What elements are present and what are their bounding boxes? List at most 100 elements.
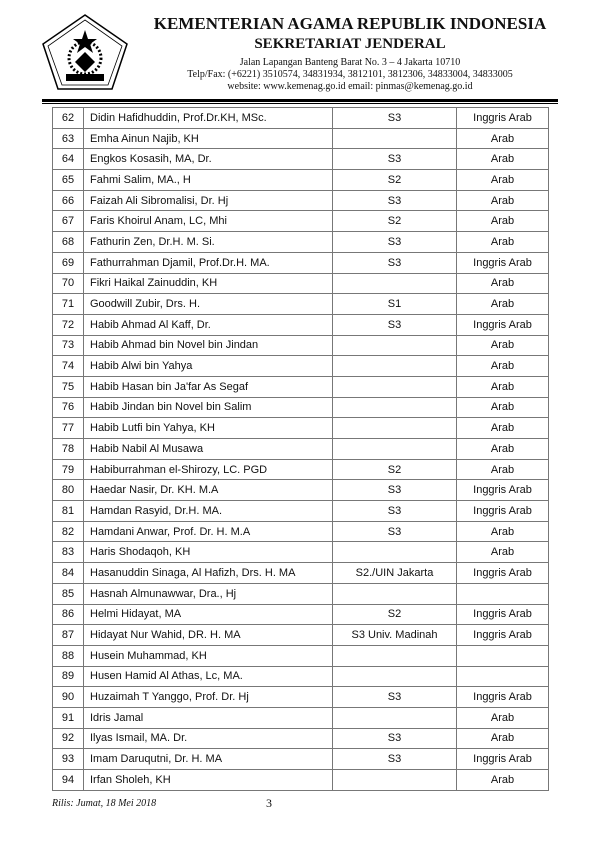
table-row: 88 Husein Muhammad, KH <box>52 644 549 667</box>
row-number: 63 <box>52 127 84 150</box>
table-row: 67 Faris Khoirul Anam, LC, Mhi S2 Arab <box>52 210 549 233</box>
language-cell: Inggris Arab <box>456 562 549 584</box>
row-number: 79 <box>52 458 84 481</box>
table-row: 68 Fathurin Zen, Dr.H. M. Si. S3 Arab <box>52 231 549 253</box>
degree-cell: S3 <box>332 148 457 171</box>
row-number: 70 <box>52 272 84 295</box>
name-cell: Haedar Nasir, Dr. KH. M.A <box>83 479 333 502</box>
degree-cell <box>332 644 457 667</box>
degree-cell <box>332 127 457 150</box>
name-cell: Engkos Kosasih, MA, Dr. <box>83 148 333 171</box>
table-row: 82 Hamdani Anwar, Prof. Dr. H. M.A S3 Arab <box>52 520 549 543</box>
row-number: 72 <box>52 313 84 336</box>
name-cell: Hidayat Nur Wahid, DR. H. MA <box>83 624 333 646</box>
name-cell: Huzaimah T Yanggo, Prof. Dr. Hj <box>83 686 333 708</box>
language-cell: Arab <box>456 210 549 233</box>
row-number: 92 <box>52 727 84 750</box>
name-cell: Fahmi Salim, MA., H <box>83 169 333 191</box>
website-email: website: www.kemenag.go.id email: pinmas… <box>227 81 473 92</box>
name-cell: Habib Ahmad Al Kaff, Dr. <box>83 313 333 336</box>
name-cell: Habib Nabil Al Musawa <box>83 438 333 460</box>
row-number: 89 <box>52 665 84 688</box>
name-cell: Imam Daruqutni, Dr. H. MA <box>83 748 333 770</box>
degree-cell <box>332 334 457 357</box>
name-cell: Emha Ainun Najib, KH <box>83 127 333 150</box>
table-row: 80 Haedar Nasir, Dr. KH. M.A S3 Inggris Ara… <box>52 479 549 502</box>
header-divider-thin <box>42 103 558 104</box>
table-row: 74 Habib Alwi bin Yahya Arab <box>52 355 549 377</box>
language-cell: Arab <box>456 706 549 729</box>
language-cell: Arab <box>456 355 549 377</box>
name-cell: Hasnah Almunawwar, Dra., Hj <box>83 582 333 605</box>
language-cell: Inggris Arab <box>456 107 549 129</box>
name-cell: Habib Ahmad bin Novel bin Jindan <box>83 334 333 357</box>
degree-cell: S3 <box>332 748 457 770</box>
table-row: 64 Engkos Kosasih, MA, Dr. S3 Arab <box>52 148 549 171</box>
degree-cell <box>332 769 457 791</box>
name-cell: Husen Hamid Al Athas, Lc, MA. <box>83 665 333 688</box>
degree-cell <box>332 355 457 377</box>
degree-cell <box>332 438 457 460</box>
kemenag-logo <box>42 14 128 90</box>
table-row: 83 Haris Shodaqoh, KH Arab <box>52 541 549 564</box>
name-cell: Ilyas Ismail, MA. Dr. <box>83 727 333 750</box>
language-cell: Arab <box>456 541 549 564</box>
name-cell: Husein Muhammad, KH <box>83 644 333 667</box>
table-row: 81 Hamdan Rasyid, Dr.H. MA. S3 Inggris Arab <box>52 500 549 522</box>
language-cell: Inggris Arab <box>456 624 549 646</box>
table-row: 65 Fahmi Salim, MA., H S2 Arab <box>52 169 549 191</box>
name-cell: Habib Alwi bin Yahya <box>83 355 333 377</box>
table-row: 73 Habib Ahmad bin Novel bin Jindan Arab <box>52 334 549 357</box>
table-row: 85 Hasnah Almunawwar, Dra., Hj <box>52 582 549 605</box>
address: Jalan Lapangan Banteng Barat No. 3 – 4 J… <box>239 57 461 68</box>
row-number: 69 <box>52 251 84 274</box>
degree-cell: S3 <box>332 520 457 543</box>
language-cell: Arab <box>456 438 549 460</box>
header-divider <box>42 99 558 102</box>
table-row: 92 Ilyas Ismail, MA. Dr. S3 Arab <box>52 727 549 750</box>
language-cell: Inggris Arab <box>456 748 549 770</box>
table-row: 78 Habib Nabil Al Musawa Arab <box>52 438 549 460</box>
page-number: 3 <box>266 796 272 810</box>
row-number: 73 <box>52 334 84 357</box>
name-cell: Idris Jamal <box>83 706 333 729</box>
row-number: 76 <box>52 396 84 419</box>
name-cell: Fikri Haikal Zainuddin, KH <box>83 272 333 295</box>
language-cell: Arab <box>456 375 549 398</box>
language-cell: Inggris Arab <box>456 479 549 502</box>
degree-cell <box>332 396 457 419</box>
row-number: 90 <box>52 686 84 708</box>
row-number: 68 <box>52 231 84 253</box>
table-row: 94 Irfan Sholeh, KH Arab <box>52 769 549 791</box>
row-number: 82 <box>52 520 84 543</box>
row-number: 94 <box>52 769 84 791</box>
name-cell: Hamdani Anwar, Prof. Dr. H. M.A <box>83 520 333 543</box>
row-number: 74 <box>52 355 84 377</box>
table-row: 63 Emha Ainun Najib, KH Arab <box>52 127 549 150</box>
name-cell: Didin Hafidhuddin, Prof.Dr.KH, MSc. <box>83 107 333 129</box>
name-cell: Habib Hasan bin Ja'far As Segaf <box>83 375 333 398</box>
degree-cell: S3 <box>332 686 457 708</box>
name-cell: Haris Shodaqoh, KH <box>83 541 333 564</box>
language-cell: Arab <box>456 727 549 750</box>
row-number: 62 <box>52 107 84 129</box>
degree-cell: S3 <box>332 189 457 212</box>
name-cell: Goodwill Zubir, Drs. H. <box>83 293 333 315</box>
language-cell <box>456 582 549 605</box>
name-cell: Faizah Ali Sibromalisi, Dr. Hj <box>83 189 333 212</box>
language-cell: Arab <box>456 189 549 212</box>
language-cell: Inggris Arab <box>456 603 549 626</box>
name-cell: Faris Khoirul Anam, LC, Mhi <box>83 210 333 233</box>
language-cell: Arab <box>456 417 549 439</box>
table-row: 76 Habib Jindan bin Novel bin Salim Arab <box>52 396 549 419</box>
degree-cell <box>332 417 457 439</box>
table-row: 75 Habib Hasan bin Ja'far As Segaf Arab <box>52 375 549 398</box>
name-cell: Fathurin Zen, Dr.H. M. Si. <box>83 231 333 253</box>
language-cell: Inggris Arab <box>456 251 549 274</box>
table-row: 79 Habiburrahman el-Shirozy, LC. PGD S2 Ara… <box>52 458 549 481</box>
degree-cell <box>332 665 457 688</box>
table-row: 72 Habib Ahmad Al Kaff, Dr. S3 Inggris Arab <box>52 313 549 336</box>
degree-cell <box>332 706 457 729</box>
degree-cell <box>332 541 457 564</box>
